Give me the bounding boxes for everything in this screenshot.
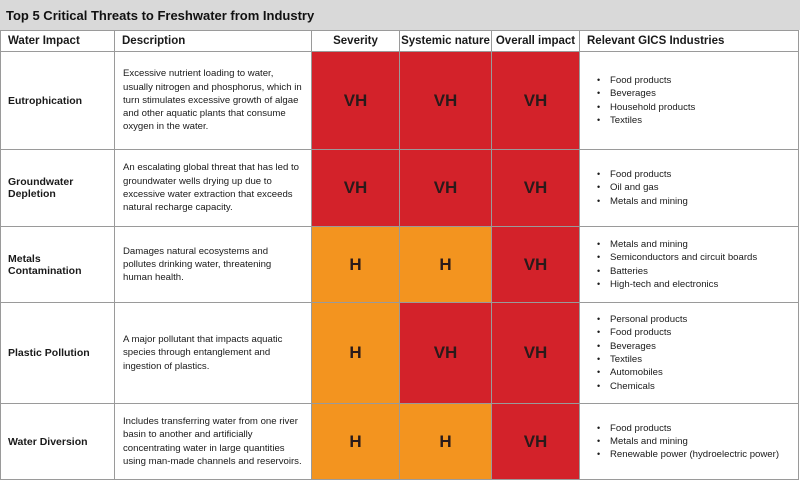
- description-cell: Damages natural ecosystems and pollutes …: [114, 226, 312, 303]
- industry-item: Beverages: [592, 340, 794, 354]
- systemic-rating: H: [399, 403, 492, 480]
- industry-item: High-tech and electronics: [592, 278, 794, 292]
- table-row: Eutrophication Excessive nutrient loadin…: [0, 51, 799, 150]
- water-impact-cell: Water Diversion: [0, 403, 115, 480]
- table-row: Groundwater Depletion An escalating glob…: [0, 149, 799, 227]
- header-row: Water Impact Description Severity System…: [0, 30, 799, 52]
- header-water-impact: Water Impact: [0, 30, 115, 52]
- water-impact-cell: Metals Contamination: [0, 226, 115, 303]
- description-cell: An escalating global threat that has led…: [114, 149, 312, 227]
- industries-list: Food products Metals and mining Renewabl…: [592, 422, 794, 462]
- table-row: Water Diversion Includes transferring wa…: [0, 403, 799, 480]
- industries-list: Metals and mining Semiconductors and cir…: [592, 238, 794, 291]
- description-cell: Includes transferring water from one riv…: [114, 403, 312, 480]
- industries-list: Personal products Food products Beverage…: [592, 313, 794, 393]
- threats-table-figure: Top 5 Critical Threats to Freshwater fro…: [0, 0, 800, 460]
- industry-item: Food products: [592, 74, 794, 88]
- industry-item: Automobiles: [592, 366, 794, 380]
- threats-table: Water Impact Description Severity System…: [0, 30, 799, 480]
- industries-cell: Food products Oil and gas Metals and min…: [579, 149, 799, 227]
- industry-item: Oil and gas: [592, 181, 794, 195]
- industries-list: Food products Oil and gas Metals and min…: [592, 168, 794, 208]
- industry-item: Personal products: [592, 313, 794, 327]
- severity-rating: H: [311, 403, 400, 480]
- industries-list: Food products Beverages Household produc…: [592, 74, 794, 127]
- severity-rating: H: [311, 226, 400, 303]
- overall-rating: VH: [491, 302, 580, 404]
- overall-rating: VH: [491, 226, 580, 303]
- water-impact-cell: Plastic Pollution: [0, 302, 115, 404]
- industry-item: Metals and mining: [592, 195, 794, 209]
- industry-item: Metals and mining: [592, 238, 794, 252]
- industry-item: Household products: [592, 101, 794, 115]
- industries-cell: Personal products Food products Beverage…: [579, 302, 799, 404]
- overall-rating: VH: [491, 403, 580, 480]
- industry-item: Renewable power (hydroelectric power): [592, 448, 794, 462]
- table-title: Top 5 Critical Threats to Freshwater fro…: [0, 0, 800, 30]
- systemic-rating: VH: [399, 51, 492, 150]
- industry-item: Textiles: [592, 353, 794, 367]
- systemic-rating: H: [399, 226, 492, 303]
- header-overall-impact: Overall impact: [491, 30, 580, 52]
- water-impact-cell: Eutrophication: [0, 51, 115, 150]
- industry-item: Metals and mining: [592, 435, 794, 449]
- industries-cell: Food products Metals and mining Renewabl…: [579, 403, 799, 480]
- systemic-rating: VH: [399, 149, 492, 227]
- overall-rating: VH: [491, 149, 580, 227]
- header-severity: Severity: [311, 30, 400, 52]
- header-description: Description: [114, 30, 312, 52]
- description-cell: A major pollutant that impacts aquatic s…: [114, 302, 312, 404]
- severity-rating: VH: [311, 149, 400, 227]
- systemic-rating: VH: [399, 302, 492, 404]
- industry-item: Beverages: [592, 87, 794, 101]
- header-systemic-nature: Systemic nature: [399, 30, 492, 52]
- description-cell: Excessive nutrient loading to water, usu…: [114, 51, 312, 150]
- industry-item: Chemicals: [592, 380, 794, 394]
- severity-rating: VH: [311, 51, 400, 150]
- industry-item: Batteries: [592, 265, 794, 279]
- header-gics-industries: Relevant GICS Industries: [579, 30, 799, 52]
- industries-cell: Metals and mining Semiconductors and cir…: [579, 226, 799, 303]
- water-impact-cell: Groundwater Depletion: [0, 149, 115, 227]
- table-row: Plastic Pollution A major pollutant that…: [0, 302, 799, 404]
- table-row: Metals Contamination Damages natural eco…: [0, 226, 799, 303]
- industry-item: Semiconductors and circuit boards: [592, 251, 794, 265]
- industries-cell: Food products Beverages Household produc…: [579, 51, 799, 150]
- severity-rating: H: [311, 302, 400, 404]
- overall-rating: VH: [491, 51, 580, 150]
- industry-item: Food products: [592, 168, 794, 182]
- industry-item: Textiles: [592, 114, 794, 128]
- industry-item: Food products: [592, 326, 794, 340]
- industry-item: Food products: [592, 422, 794, 436]
